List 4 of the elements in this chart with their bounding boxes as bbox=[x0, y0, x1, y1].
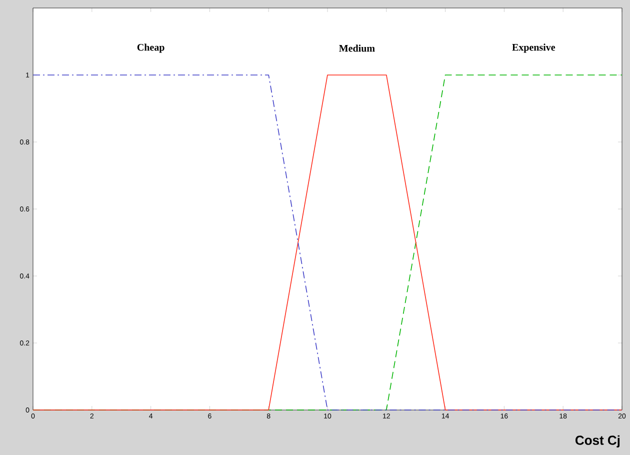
text: Medium bbox=[339, 44, 375, 52]
text: Cheap bbox=[137, 44, 164, 53]
x-axis-title: Cost Cj bbox=[575, 435, 620, 448]
text: Expensive bbox=[512, 44, 556, 53]
